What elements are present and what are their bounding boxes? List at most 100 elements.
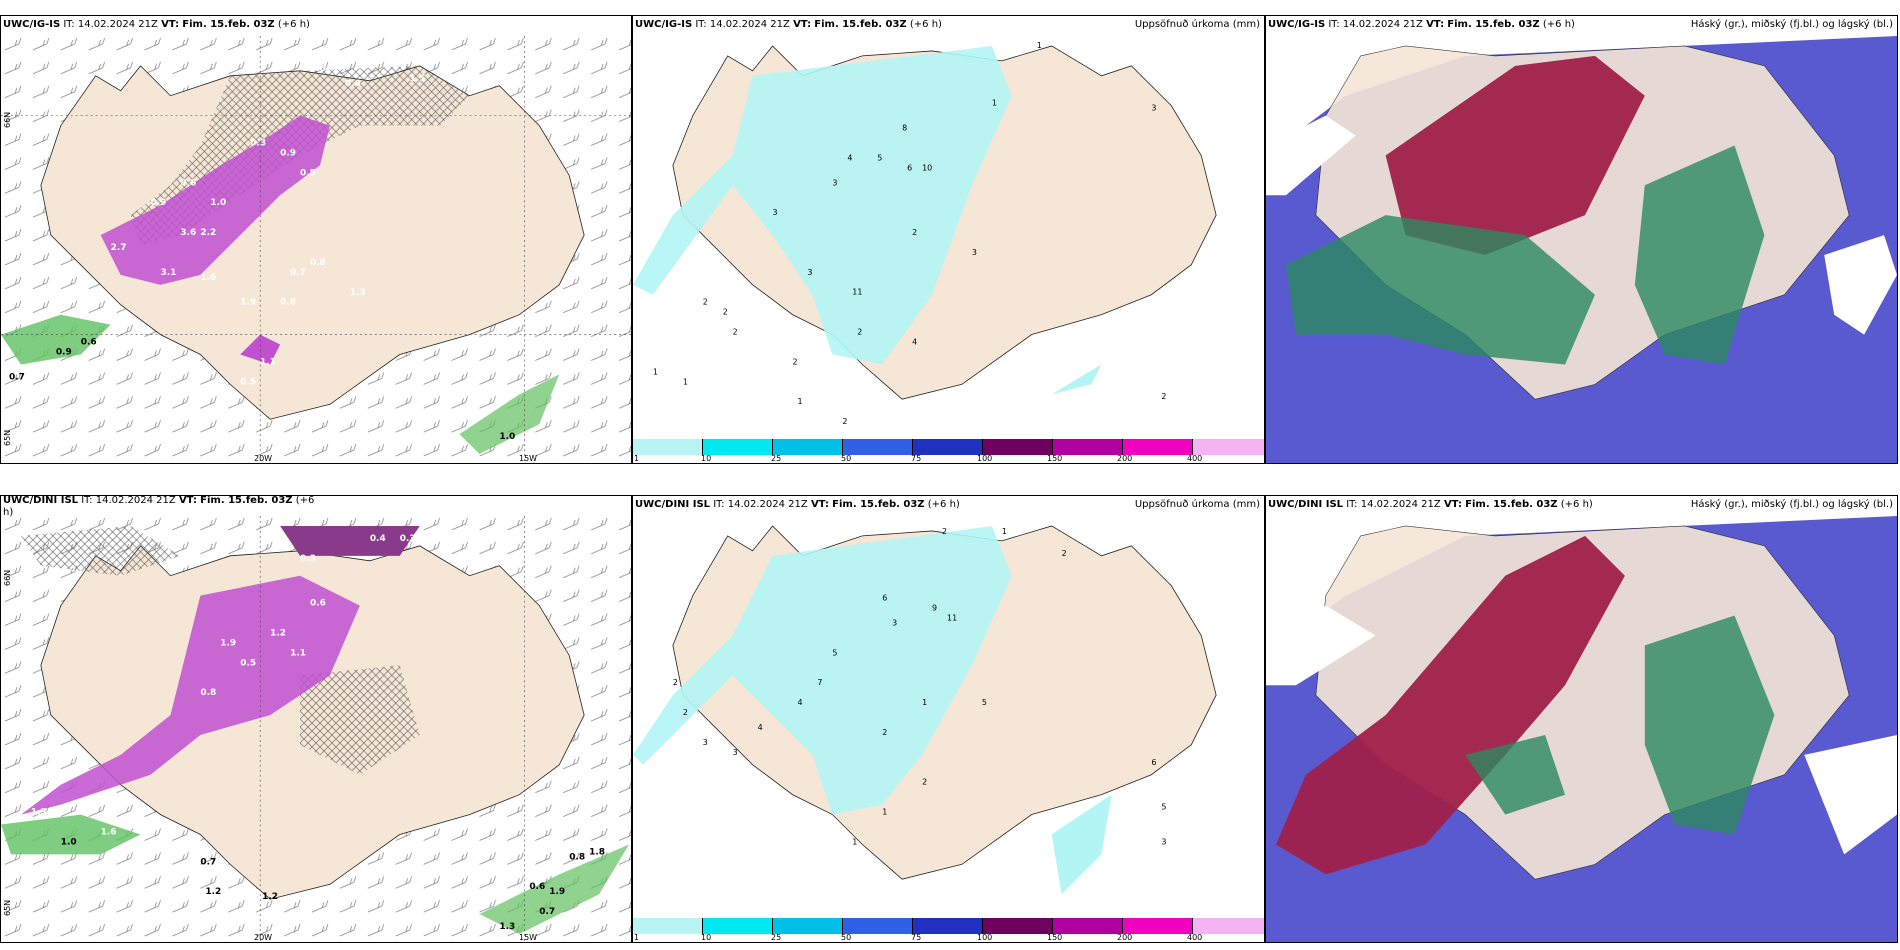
precip-value: 3.6 [180, 228, 196, 238]
precip-value: 4 [758, 723, 763, 732]
precip-value: 1.2 [205, 887, 221, 897]
iceland-land [40, 65, 585, 420]
precip-value: 0.8 [310, 258, 326, 268]
cloud-map [1266, 36, 1897, 463]
cloud-cover-panel-row1: UWC/IG-IS IT: 14.02.2024 21Z VT: Fim. 15… [1265, 15, 1898, 464]
colorbar-tick: 75 [911, 454, 922, 463]
panel-header: UWC/IG-IS IT: 14.02.2024 21Z VT: Fim. 15… [635, 19, 942, 30]
precip-value: 2 [1161, 392, 1166, 401]
precip-value: 1.9 [240, 298, 256, 308]
colorbar-segment [843, 439, 913, 455]
precip-value: 4 [797, 698, 802, 707]
colorbar-segment [703, 918, 773, 934]
precip-value: 0.5 [240, 658, 256, 668]
colorbar-tick: 400 [1187, 454, 1203, 463]
panel-title: Uppsöfnuð úrkoma (mm) [1134, 499, 1260, 510]
colorbar-segment [913, 918, 983, 934]
wind-map: 0.3 0.6 0.6 1.5 0.3 0.9 0.5 0.6 1.0 3.6 … [1, 36, 631, 463]
precip-value: 0.8 [569, 852, 585, 862]
precip-value: 11 [947, 613, 957, 622]
precip-value: 6 [1151, 758, 1156, 767]
precip-value: 1.0 [61, 837, 77, 847]
precip-value: 6 [907, 163, 912, 172]
precip-value: 1 [653, 367, 658, 376]
wind-precip-panel-row2: UWC/DINI ISL IT: 14.02.2024 21Z VT: Fim.… [0, 495, 632, 943]
precip-value: 0.3 [280, 59, 296, 69]
panel-title: Uppsöfnuð úrkoma (mm) [1134, 19, 1260, 30]
precip-value: 1.3 [350, 288, 366, 298]
precip-value: 0.9 [151, 198, 167, 208]
precip-value: 0.7 [290, 268, 306, 278]
precip-value: 1.3 [31, 808, 47, 818]
colorbar-tick: 10 [701, 454, 712, 463]
precip-value: 2 [842, 417, 847, 426]
colorbar-tick: 400 [1187, 933, 1203, 942]
precip-value: 0.4 [370, 534, 386, 544]
precip-value: 1.1 [290, 648, 306, 658]
precip-value: 0.9 [56, 348, 72, 358]
colorbar-tick: 200 [1117, 933, 1133, 942]
colorbar-tick: 1 [634, 933, 640, 942]
panel-header: UWC/DINI ISL IT: 14.02.2024 21Z VT: Fim.… [635, 499, 960, 510]
precip-value: 0.6 [310, 599, 326, 609]
colorbar-segment [1193, 918, 1264, 934]
precip-value: 2 [942, 527, 947, 536]
precip-value: 2 [683, 708, 688, 717]
panel-header: UWC/IG-IS IT: 14.02.2024 21Z VT: Fim. 15… [3, 19, 310, 30]
precip-value: 1.0 [210, 198, 226, 208]
precip-colorbar: 1 10 25 50 75 100 150 200 400 [633, 439, 1264, 463]
precip-value: 9 [932, 604, 937, 613]
precip-value: 1 [1037, 41, 1042, 50]
lon-label: 15W [519, 454, 538, 463]
precip-value: 2 [703, 298, 708, 307]
precip-value: 3 [733, 748, 738, 757]
precip-value: 0.6 [81, 338, 97, 348]
precip-value: 2 [912, 228, 917, 237]
precip-value: 0.5 [240, 377, 256, 387]
precip-value: 5 [832, 648, 837, 657]
precip-value: 2 [857, 328, 862, 337]
colorbar-segment [1123, 918, 1193, 934]
precip-value: 1.1 [260, 357, 276, 367]
precip-map: 2 1 2 6 9 11 3 5 7 4 2 1 3 5 2 4 1 2 5 3 [633, 516, 1264, 918]
precip-value: 0.3 [400, 534, 416, 544]
colorbar-tick: 150 [1047, 933, 1063, 942]
lat-label: 66N [3, 111, 12, 128]
colorbar-segment [983, 439, 1053, 455]
colorbar-segment [843, 918, 913, 934]
precip-value: 2 [1062, 549, 1067, 558]
precip-value: 6 [882, 594, 887, 603]
colorbar-tick: 100 [977, 933, 993, 942]
precip-value: 0.3 [250, 138, 266, 148]
precip-value: 1.2 [262, 892, 278, 902]
wind-map: 0.3 0.4 0.3 0.6 1.2 1.9 0.5 1.1 0.8 1.3 … [1, 516, 631, 942]
precip-value: 1.2 [270, 628, 286, 638]
panel-header: UWC/DINI ISL IT: 14.02.2024 21Z VT: Fim.… [1268, 499, 1593, 510]
lon-label: 20W [254, 454, 273, 463]
precip-value: 8 [902, 124, 907, 133]
colorbar-tick: 1 [634, 454, 640, 463]
precip-value: 0.7 [9, 372, 25, 382]
colorbar-segment [1123, 439, 1193, 455]
precip-value: 1 [1002, 527, 1007, 536]
precip-colorbar: 1 10 25 50 75 100 150 200 400 [633, 918, 1264, 942]
precip-value: 2 [723, 308, 728, 317]
colorbar-tick: 50 [841, 454, 852, 463]
panel-title: Háský (gr.), miðský (fj.bl.) og lágský (… [1690, 499, 1893, 510]
panel-title: Háský (gr.), miðský (fj.bl.) og lágský (… [1690, 19, 1893, 30]
precip-value: 1.0 [499, 432, 515, 442]
panel-header: UWC/DINI ISL IT: 14.02.2024 21Z VT: Fim.… [3, 495, 315, 518]
precip-value: 3 [972, 248, 977, 257]
precip-value: 0.6 [529, 882, 545, 892]
precip-value: 0.6 [180, 178, 196, 188]
precip-value: 3 [832, 178, 837, 187]
precip-value: 3 [1151, 104, 1156, 113]
colorbar-segment [1053, 918, 1123, 934]
colorbar-segment [773, 918, 843, 934]
lat-label: 66N [3, 569, 12, 586]
precip-value: 2 [922, 778, 927, 787]
precip-value: 3 [703, 738, 708, 747]
precip-value: 0.6 [345, 79, 361, 89]
precip-value: 0.8 [280, 298, 296, 308]
colorbar-segment [1193, 439, 1264, 455]
